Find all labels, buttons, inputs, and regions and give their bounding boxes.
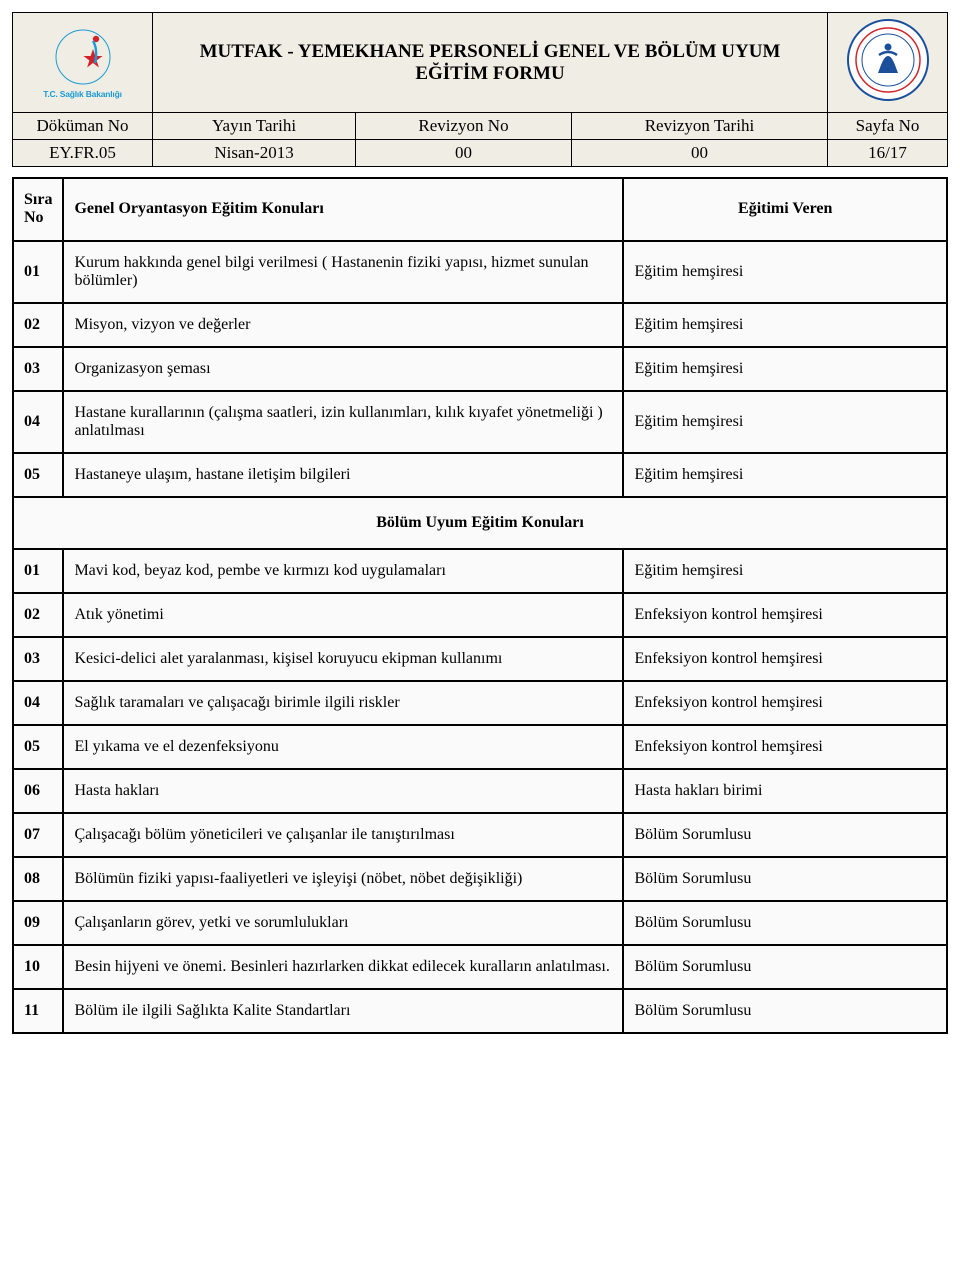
row-topic: Bölümün fiziki yapısı-faaliyetleri ve iş… — [63, 857, 623, 901]
row-provider: Bölüm Sorumlusu — [623, 945, 947, 989]
row-number: 09 — [13, 901, 63, 945]
row-topic: Bölüm ile ilgili Sağlıkta Kalite Standar… — [63, 989, 623, 1033]
row-provider: Enfeksiyon kontrol hemşiresi — [623, 725, 947, 769]
row-number: 04 — [13, 391, 63, 453]
row-topic: Çalışacağı bölüm yöneticileri ve çalışan… — [63, 813, 623, 857]
row-topic: Sağlık taramaları ve çalışacağı birimle … — [63, 681, 623, 725]
label-revizyon-no: Revizyon No — [356, 113, 572, 140]
row-topic: Besin hijyeni ve önemi. Besinleri hazırl… — [63, 945, 623, 989]
ministry-logo: T.C. Sağlık Bakanlığı — [19, 27, 146, 99]
col-header-topic: Genel Oryantasyon Eğitim Konuları — [63, 178, 623, 241]
section-divider-row: Bölüm Uyum Eğitim Konuları — [13, 497, 947, 549]
row-number: 08 — [13, 857, 63, 901]
table-row: 09Çalışanların görev, yetki ve sorumlulu… — [13, 901, 947, 945]
value-revizyon-tarihi: 00 — [571, 140, 827, 167]
title-line1: MUTFAK - YEMEKHANE PERSONELİ GENEL VE BÖ… — [200, 41, 781, 62]
row-number: 03 — [13, 637, 63, 681]
table-row: 03Kesici-delici alet yaralanması, kişise… — [13, 637, 947, 681]
table-row: 01Mavi kod, beyaz kod, pembe ve kırmızı … — [13, 549, 947, 593]
table-row: 10Besin hijyeni ve önemi. Besinleri hazı… — [13, 945, 947, 989]
document-header: T.C. Sağlık Bakanlığı MUTFAK - YEMEKHANE… — [12, 12, 948, 167]
label-yayin-tarihi: Yayın Tarihi — [153, 113, 356, 140]
hospital-seal-icon — [845, 17, 931, 103]
table-row: 04Hastane kurallarının (çalışma saatleri… — [13, 391, 947, 453]
table-row: 11Bölüm ile ilgili Sağlıkta Kalite Stand… — [13, 989, 947, 1033]
row-number: 05 — [13, 725, 63, 769]
value-revizyon-no: 00 — [356, 140, 572, 167]
row-topic: Atık yönetimi — [63, 593, 623, 637]
row-topic: Kurum hakkında genel bilgi verilmesi ( H… — [63, 241, 623, 303]
doc-info-labels-row: Döküman No Yayın Tarihi Revizyon No Revi… — [13, 113, 948, 140]
label-dokuman-no: Döküman No — [13, 113, 153, 140]
table-row: 07Çalışacağı bölüm yöneticileri ve çalış… — [13, 813, 947, 857]
row-number: 05 — [13, 453, 63, 497]
crescent-icon — [43, 27, 123, 87]
logo-left-cell: T.C. Sağlık Bakanlığı — [13, 13, 153, 113]
training-topics-table: SıraNoGenel Oryantasyon Eğitim KonularıE… — [12, 177, 948, 1034]
table-row: 04Sağlık taramaları ve çalışacağı biriml… — [13, 681, 947, 725]
table-row: 05Hastaneye ulaşım, hastane iletişim bil… — [13, 453, 947, 497]
row-number: 04 — [13, 681, 63, 725]
title-line2: EĞİTİM FORMU — [415, 63, 564, 84]
row-topic: Hastane kurallarının (çalışma saatleri, … — [63, 391, 623, 453]
row-number: 11 — [13, 989, 63, 1033]
row-number: 02 — [13, 593, 63, 637]
doc-info-values-row: EY.FR.05 Nisan-2013 00 00 16/17 — [13, 140, 948, 167]
table-row: 02Misyon, vizyon ve değerlerEğitim hemşi… — [13, 303, 947, 347]
row-provider: Eğitim hemşiresi — [623, 347, 947, 391]
table-row: 01Kurum hakkında genel bilgi verilmesi (… — [13, 241, 947, 303]
row-topic: Hasta hakları — [63, 769, 623, 813]
value-yayin-tarihi: Nisan-2013 — [153, 140, 356, 167]
table-row: 03Organizasyon şemasıEğitim hemşiresi — [13, 347, 947, 391]
row-provider: Enfeksiyon kontrol hemşiresi — [623, 637, 947, 681]
value-sayfa-no: 16/17 — [828, 140, 948, 167]
value-dokuman-no: EY.FR.05 — [13, 140, 153, 167]
row-number: 06 — [13, 769, 63, 813]
row-number: 01 — [13, 549, 63, 593]
col-header-sira-no: SıraNo — [13, 178, 63, 241]
row-number: 03 — [13, 347, 63, 391]
section-divider-label: Bölüm Uyum Eğitim Konuları — [13, 497, 947, 549]
row-topic: El yıkama ve el dezenfeksiyonu — [63, 725, 623, 769]
table-row: 02Atık yönetimiEnfeksiyon kontrol hemşir… — [13, 593, 947, 637]
row-provider: Bölüm Sorumlusu — [623, 857, 947, 901]
table-row: 08Bölümün fiziki yapısı-faaliyetleri ve … — [13, 857, 947, 901]
label-revizyon-tarihi: Revizyon Tarihi — [571, 113, 827, 140]
logo-right-cell — [828, 13, 948, 113]
col-header-provider: Eğitimi Veren — [623, 178, 947, 241]
row-provider: Bölüm Sorumlusu — [623, 989, 947, 1033]
row-provider: Enfeksiyon kontrol hemşiresi — [623, 593, 947, 637]
row-provider: Bölüm Sorumlusu — [623, 901, 947, 945]
row-number: 02 — [13, 303, 63, 347]
row-topic: Misyon, vizyon ve değerler — [63, 303, 623, 347]
table-row: 05El yıkama ve el dezenfeksiyonuEnfeksiy… — [13, 725, 947, 769]
row-provider: Enfeksiyon kontrol hemşiresi — [623, 681, 947, 725]
row-topic: Kesici-delici alet yaralanması, kişisel … — [63, 637, 623, 681]
row-provider: Eğitim hemşiresi — [623, 303, 947, 347]
document-title: MUTFAK - YEMEKHANE PERSONELİ GENEL VE BÖ… — [153, 13, 828, 113]
row-topic: Mavi kod, beyaz kod, pembe ve kırmızı ko… — [63, 549, 623, 593]
ministry-logo-text: T.C. Sağlık Bakanlığı — [43, 89, 121, 99]
row-provider: Eğitim hemşiresi — [623, 549, 947, 593]
row-topic: Hastaneye ulaşım, hastane iletişim bilgi… — [63, 453, 623, 497]
row-topic: Organizasyon şeması — [63, 347, 623, 391]
table-header-row: SıraNoGenel Oryantasyon Eğitim KonularıE… — [13, 178, 947, 241]
row-number: 07 — [13, 813, 63, 857]
row-provider: Bölüm Sorumlusu — [623, 813, 947, 857]
row-topic: Çalışanların görev, yetki ve sorumlulukl… — [63, 901, 623, 945]
table-row: 06Hasta haklarıHasta hakları birimi — [13, 769, 947, 813]
row-provider: Hasta hakları birimi — [623, 769, 947, 813]
row-number: 01 — [13, 241, 63, 303]
row-number: 10 — [13, 945, 63, 989]
row-provider: Eğitim hemşiresi — [623, 391, 947, 453]
row-provider: Eğitim hemşiresi — [623, 241, 947, 303]
label-sayfa-no: Sayfa No — [828, 113, 948, 140]
row-provider: Eğitim hemşiresi — [623, 453, 947, 497]
